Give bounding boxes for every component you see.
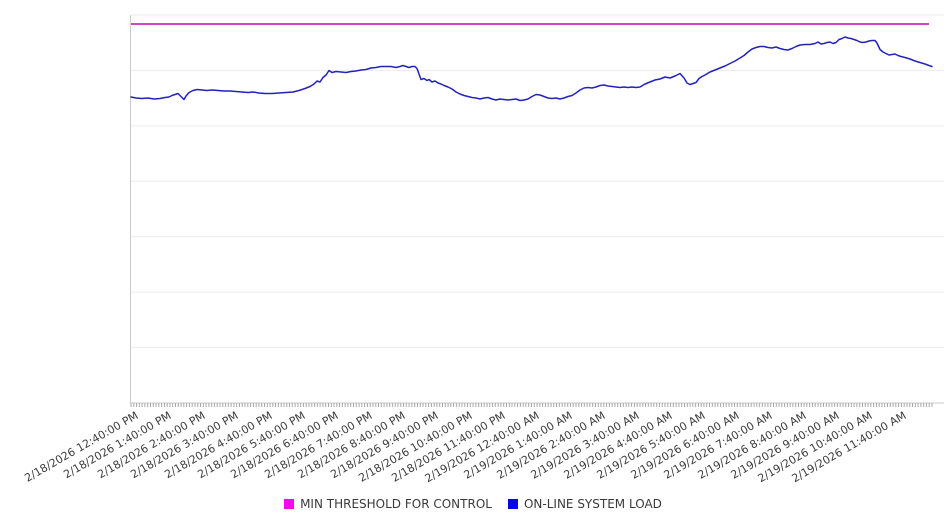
legend-item-min-threshold[interactable]: MIN THRESHOLD FOR CONTROL xyxy=(284,497,492,511)
min-threshold-swatch-icon xyxy=(284,499,295,509)
legend: MIN THRESHOLD FOR CONTROL ON-LINE SYSTEM… xyxy=(0,497,946,511)
online-system-load-line xyxy=(130,36,933,102)
legend-label-online-system-load: ON-LINE SYSTEM LOAD xyxy=(523,497,662,511)
x-axis-minor-ticks xyxy=(130,403,933,407)
legend-item-online-system-load[interactable]: ON-LINE SYSTEM LOAD xyxy=(507,497,662,511)
legend-label-min-threshold: MIN THRESHOLD FOR CONTROL xyxy=(300,497,492,511)
online-system-load-swatch-icon xyxy=(507,499,518,509)
